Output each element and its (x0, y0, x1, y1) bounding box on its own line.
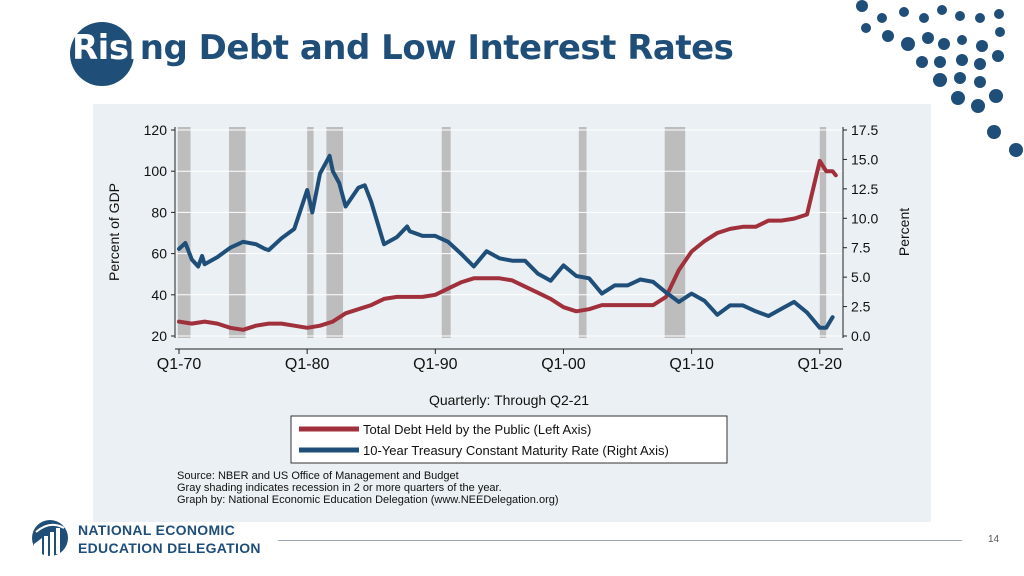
decorative-dots (856, 0, 1023, 157)
y2-tick-label-0: 17.5 (851, 122, 878, 138)
need-logo: NATIONAL ECONOMIC EDUCATION DELEGATION (30, 518, 270, 560)
y2-tick-label-7: 0.0 (851, 328, 871, 344)
y-tick-label-1: 100 (144, 163, 168, 179)
y2-axis-label: Percent (896, 208, 912, 256)
y-tick-label-3: 60 (151, 246, 167, 262)
recession-band-0 (177, 127, 191, 338)
footer-divider (278, 540, 962, 541)
title-circle (70, 22, 134, 86)
legend-entry-debt: Total Debt Held by the Public (Left Axis… (363, 422, 591, 437)
y2-tick-label-6: 2.5 (851, 299, 871, 315)
source-line-3: Graph by: National Economic Education De… (177, 494, 559, 506)
chart-svg: 120 100 80 60 40 20 17.5 15.0 12.5 10.0 7.5 5.0 2.5… (106, 122, 912, 506)
recession-band-2 (307, 127, 314, 338)
logo-globe-icon (32, 520, 68, 556)
y2-tick-label-1: 15.0 (851, 151, 878, 167)
recession-band-1 (228, 127, 246, 338)
x-axis-label: Quarterly: Through Q2-21 (429, 392, 589, 408)
page-number: 14 (988, 534, 1000, 545)
recession-band-7 (819, 127, 827, 338)
y-axis-label: Percent of GDP (106, 183, 122, 281)
y2-tick-label-5: 5.0 (851, 269, 871, 285)
series-line-0 (177, 158, 838, 332)
source-line-2: Gray shading indicates recession in 2 or… (177, 482, 502, 494)
y2-tick-label-4: 7.5 (851, 240, 871, 256)
recession-band-5 (578, 127, 587, 338)
x-tick-label-1: Q1-80 (285, 356, 330, 373)
slide-title-rest: ng Debt and Low Interest Rates (139, 28, 734, 68)
x-tick-label-4: Q1-10 (669, 356, 714, 373)
y2-tick-label-2: 12.5 (851, 181, 878, 197)
y2-tick-label-3: 10.0 (851, 210, 878, 226)
legend-entry-treasury: 10-Year Treasury Constant Maturity Rate … (363, 443, 669, 458)
source-line-1: Source: NBER and US Office of Management… (177, 470, 459, 482)
y-tick-label-4: 40 (151, 287, 167, 303)
series-line-1 (177, 153, 835, 330)
y-tick-label-5: 20 (151, 328, 167, 344)
recession-band-4 (441, 127, 451, 338)
slide-title-white-part: Risi (72, 28, 140, 68)
x-tick-label-5: Q1-20 (798, 356, 843, 373)
logo-line-1: NATIONAL ECONOMIC (78, 522, 236, 538)
chart-panel: 120 100 80 60 40 20 17.5 15.0 12.5 10.0 7.5 5.0 2.5… (93, 104, 931, 522)
slide-title: Rising Debt and Low Interest Rates (72, 28, 734, 68)
y-tick-label-0: 120 (144, 122, 168, 138)
logo-line-2: EDUCATION DELEGATION (78, 540, 261, 556)
y-tick-label-2: 80 (151, 204, 167, 220)
x-tick-label-3: Q1-00 (541, 356, 586, 373)
recession-band-6 (664, 127, 686, 338)
legend-box (290, 415, 728, 464)
x-tick-label-2: Q1-90 (413, 356, 458, 373)
x-tick-label-0: Q1-70 (157, 356, 202, 373)
